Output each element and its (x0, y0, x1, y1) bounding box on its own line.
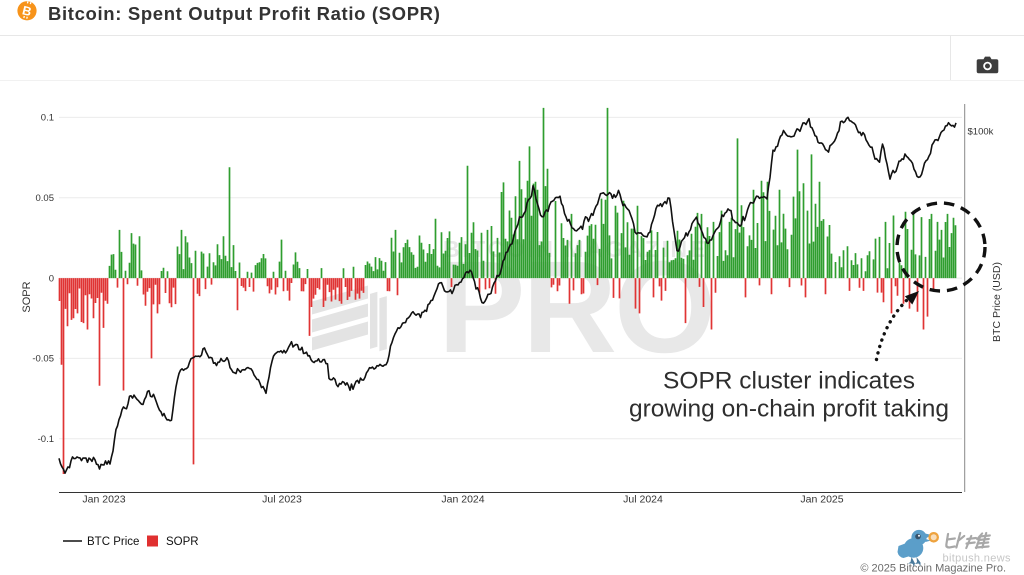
svg-text:BTC Price: BTC Price (87, 536, 139, 548)
svg-text:$100k: $100k (968, 127, 994, 138)
svg-text:0.05: 0.05 (36, 193, 55, 204)
svg-text:bitpush.news: bitpush.news (943, 553, 1012, 565)
svg-text:SOPR: SOPR (21, 281, 33, 312)
svg-text:© 2025 Bitcoin Magazine Pro.: © 2025 Bitcoin Magazine Pro. (860, 563, 1006, 575)
svg-text:Jan 2025: Jan 2025 (800, 494, 843, 506)
svg-text:0: 0 (49, 273, 54, 284)
svg-text:Jul 2024: Jul 2024 (623, 494, 663, 506)
svg-text:-0.1: -0.1 (38, 434, 54, 445)
svg-text:BTC Price (USD): BTC Price (USD) (991, 262, 1003, 342)
svg-text:growing on-chain profit taking: growing on-chain profit taking (629, 396, 949, 423)
svg-text:Jan 2024: Jan 2024 (441, 494, 484, 506)
svg-text:B: B (21, 3, 33, 19)
svg-text:SOPR cluster indicates: SOPR cluster indicates (663, 368, 915, 395)
svg-text:-0.05: -0.05 (32, 354, 54, 365)
svg-text:Jul 2023: Jul 2023 (262, 494, 302, 506)
svg-text:Bitcoin: Spent Output Profit R: Bitcoin: Spent Output Profit Ratio (SOPR… (48, 3, 441, 24)
svg-text:SOPR: SOPR (166, 536, 199, 548)
svg-text:0.1: 0.1 (41, 113, 54, 124)
svg-text:Jan 2023: Jan 2023 (82, 494, 125, 506)
